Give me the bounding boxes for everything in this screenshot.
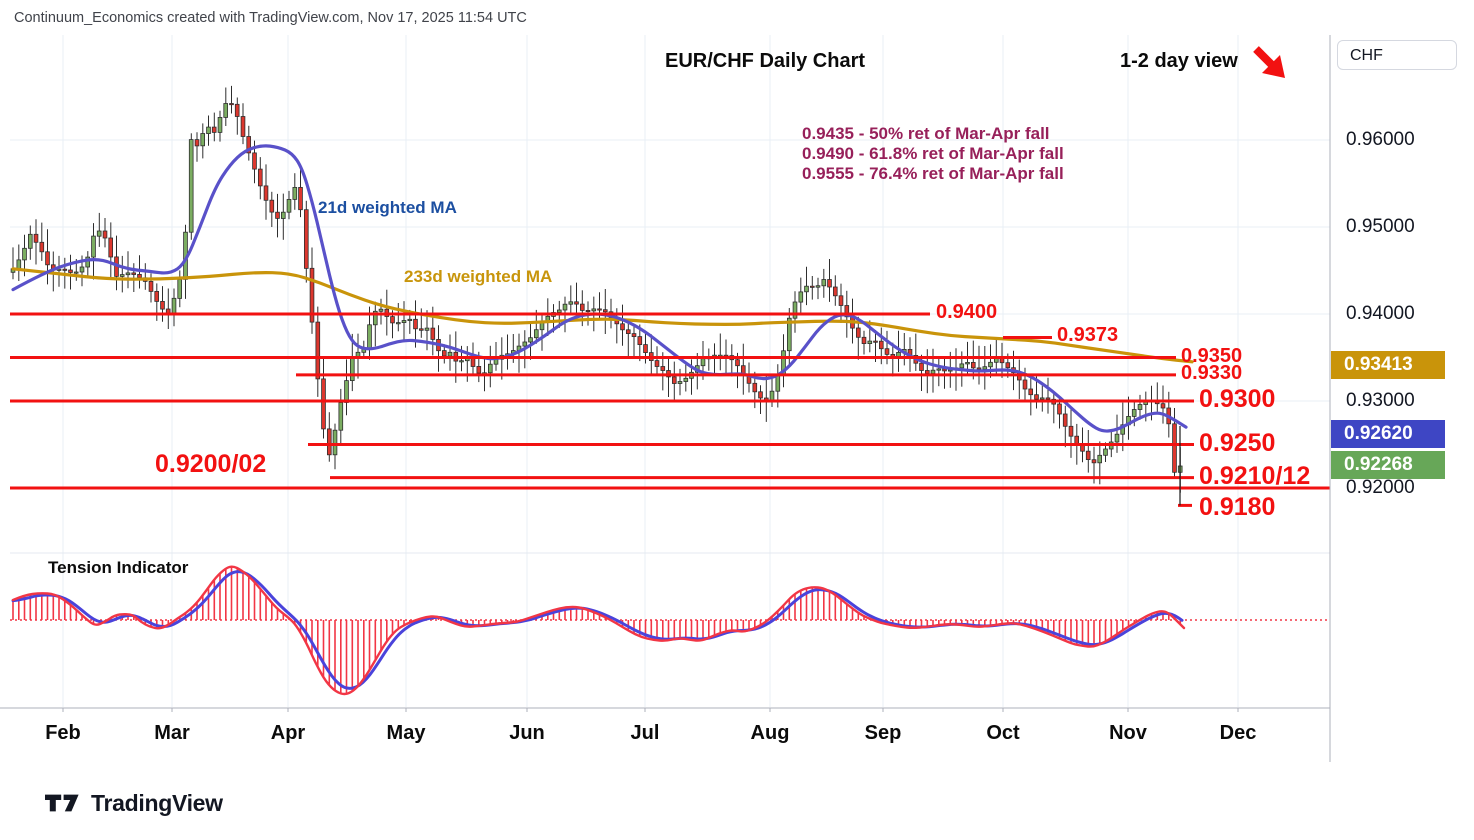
badge-last-price: 0.92268 bbox=[1331, 450, 1445, 479]
tension-signal-line bbox=[11, 570, 1184, 690]
time-axis[interactable]: Feb Mar Apr May Jun Jul Aug Sep Oct Nov Dec bbox=[0, 708, 1330, 762]
tension-indicator-label: Tension Indicator bbox=[48, 558, 189, 577]
month-label: Nov bbox=[1109, 722, 1147, 744]
price-level-label: 0.9300 bbox=[1199, 385, 1276, 413]
price-level-label: 0.9200/02 bbox=[155, 450, 267, 478]
candlesticks-series bbox=[10, 103, 1183, 473]
price-level-label: 0.9350 bbox=[1181, 344, 1243, 367]
chart-title: EUR/CHF Daily Chart bbox=[665, 50, 866, 72]
month-label: Oct bbox=[986, 722, 1020, 744]
price-tick-label: 0.96000 bbox=[1346, 129, 1415, 150]
price-level-label: 0.9400 bbox=[936, 301, 998, 323]
fib-retracement-notes: 0.9435 - 50% ret of Mar-Apr fall 0.9490 … bbox=[802, 124, 1064, 184]
month-label: Apr bbox=[270, 722, 306, 744]
month-label: Jul bbox=[630, 722, 660, 744]
price-level-label: 0.9373 bbox=[1057, 324, 1119, 347]
price-level-label: 0.9180 bbox=[1199, 493, 1276, 522]
month-label: Mar bbox=[154, 722, 190, 744]
month-label: Jun bbox=[509, 722, 545, 744]
price-level-label: 0.9210/12 bbox=[1199, 461, 1311, 490]
fib-note-764: 0.9555 - 76.4% ret of Mar-Apr fall bbox=[802, 164, 1064, 183]
down-right-arrow-icon bbox=[1253, 46, 1285, 78]
price-axis[interactable]: CHF 0.96000 0.95000 0.94000 0.93000 0.92000 0… bbox=[1330, 35, 1474, 762]
month-label: Dec bbox=[1219, 722, 1257, 744]
month-label: Feb bbox=[45, 722, 81, 744]
tension-main-line bbox=[11, 565, 1186, 696]
ma-21d-label: 21d weighted MA bbox=[318, 198, 457, 217]
ma-233d-label: 233d weighted MA bbox=[404, 267, 553, 286]
tradingview-logo[interactable]: TradingView bbox=[45, 788, 223, 818]
price-tick-label: 0.92000 bbox=[1346, 477, 1415, 498]
tradingview-logo-icon bbox=[45, 794, 79, 812]
tradingview-logo-text: TradingView bbox=[91, 789, 223, 816]
fib-note-50: 0.9435 - 50% ret of Mar-Apr fall bbox=[802, 124, 1050, 143]
price-tick-label: 0.93000 bbox=[1346, 390, 1415, 411]
badge-ma-233d: 0.93413 bbox=[1331, 351, 1445, 380]
ma-233d-line bbox=[11, 267, 1194, 364]
price-tick-label: 0.94000 bbox=[1346, 303, 1415, 324]
month-label: Aug bbox=[750, 722, 790, 744]
ma-21d-line bbox=[11, 144, 1188, 433]
currency-button[interactable]: CHF bbox=[1337, 40, 1457, 70]
month-label: Sep bbox=[864, 722, 902, 744]
price-level-label: 0.9330 bbox=[1181, 361, 1243, 384]
price-level-label: 0.9250 bbox=[1199, 428, 1276, 457]
attribution-text: Continuum_Economics created with Trading… bbox=[14, 10, 527, 26]
tension-histogram bbox=[12, 566, 1182, 695]
view-horizon-note: 1-2 day view bbox=[1120, 50, 1238, 72]
fib-note-618: 0.9490 - 61.8% ret of Mar-Apr fall bbox=[802, 144, 1064, 163]
badge-ma-21d: 0.92620 bbox=[1331, 420, 1445, 449]
month-label: May bbox=[386, 722, 426, 744]
support-resistance-lines bbox=[10, 312, 1330, 507]
price-tick-label: 0.95000 bbox=[1346, 216, 1415, 237]
price-chart-canvas[interactable] bbox=[0, 0, 1474, 770]
